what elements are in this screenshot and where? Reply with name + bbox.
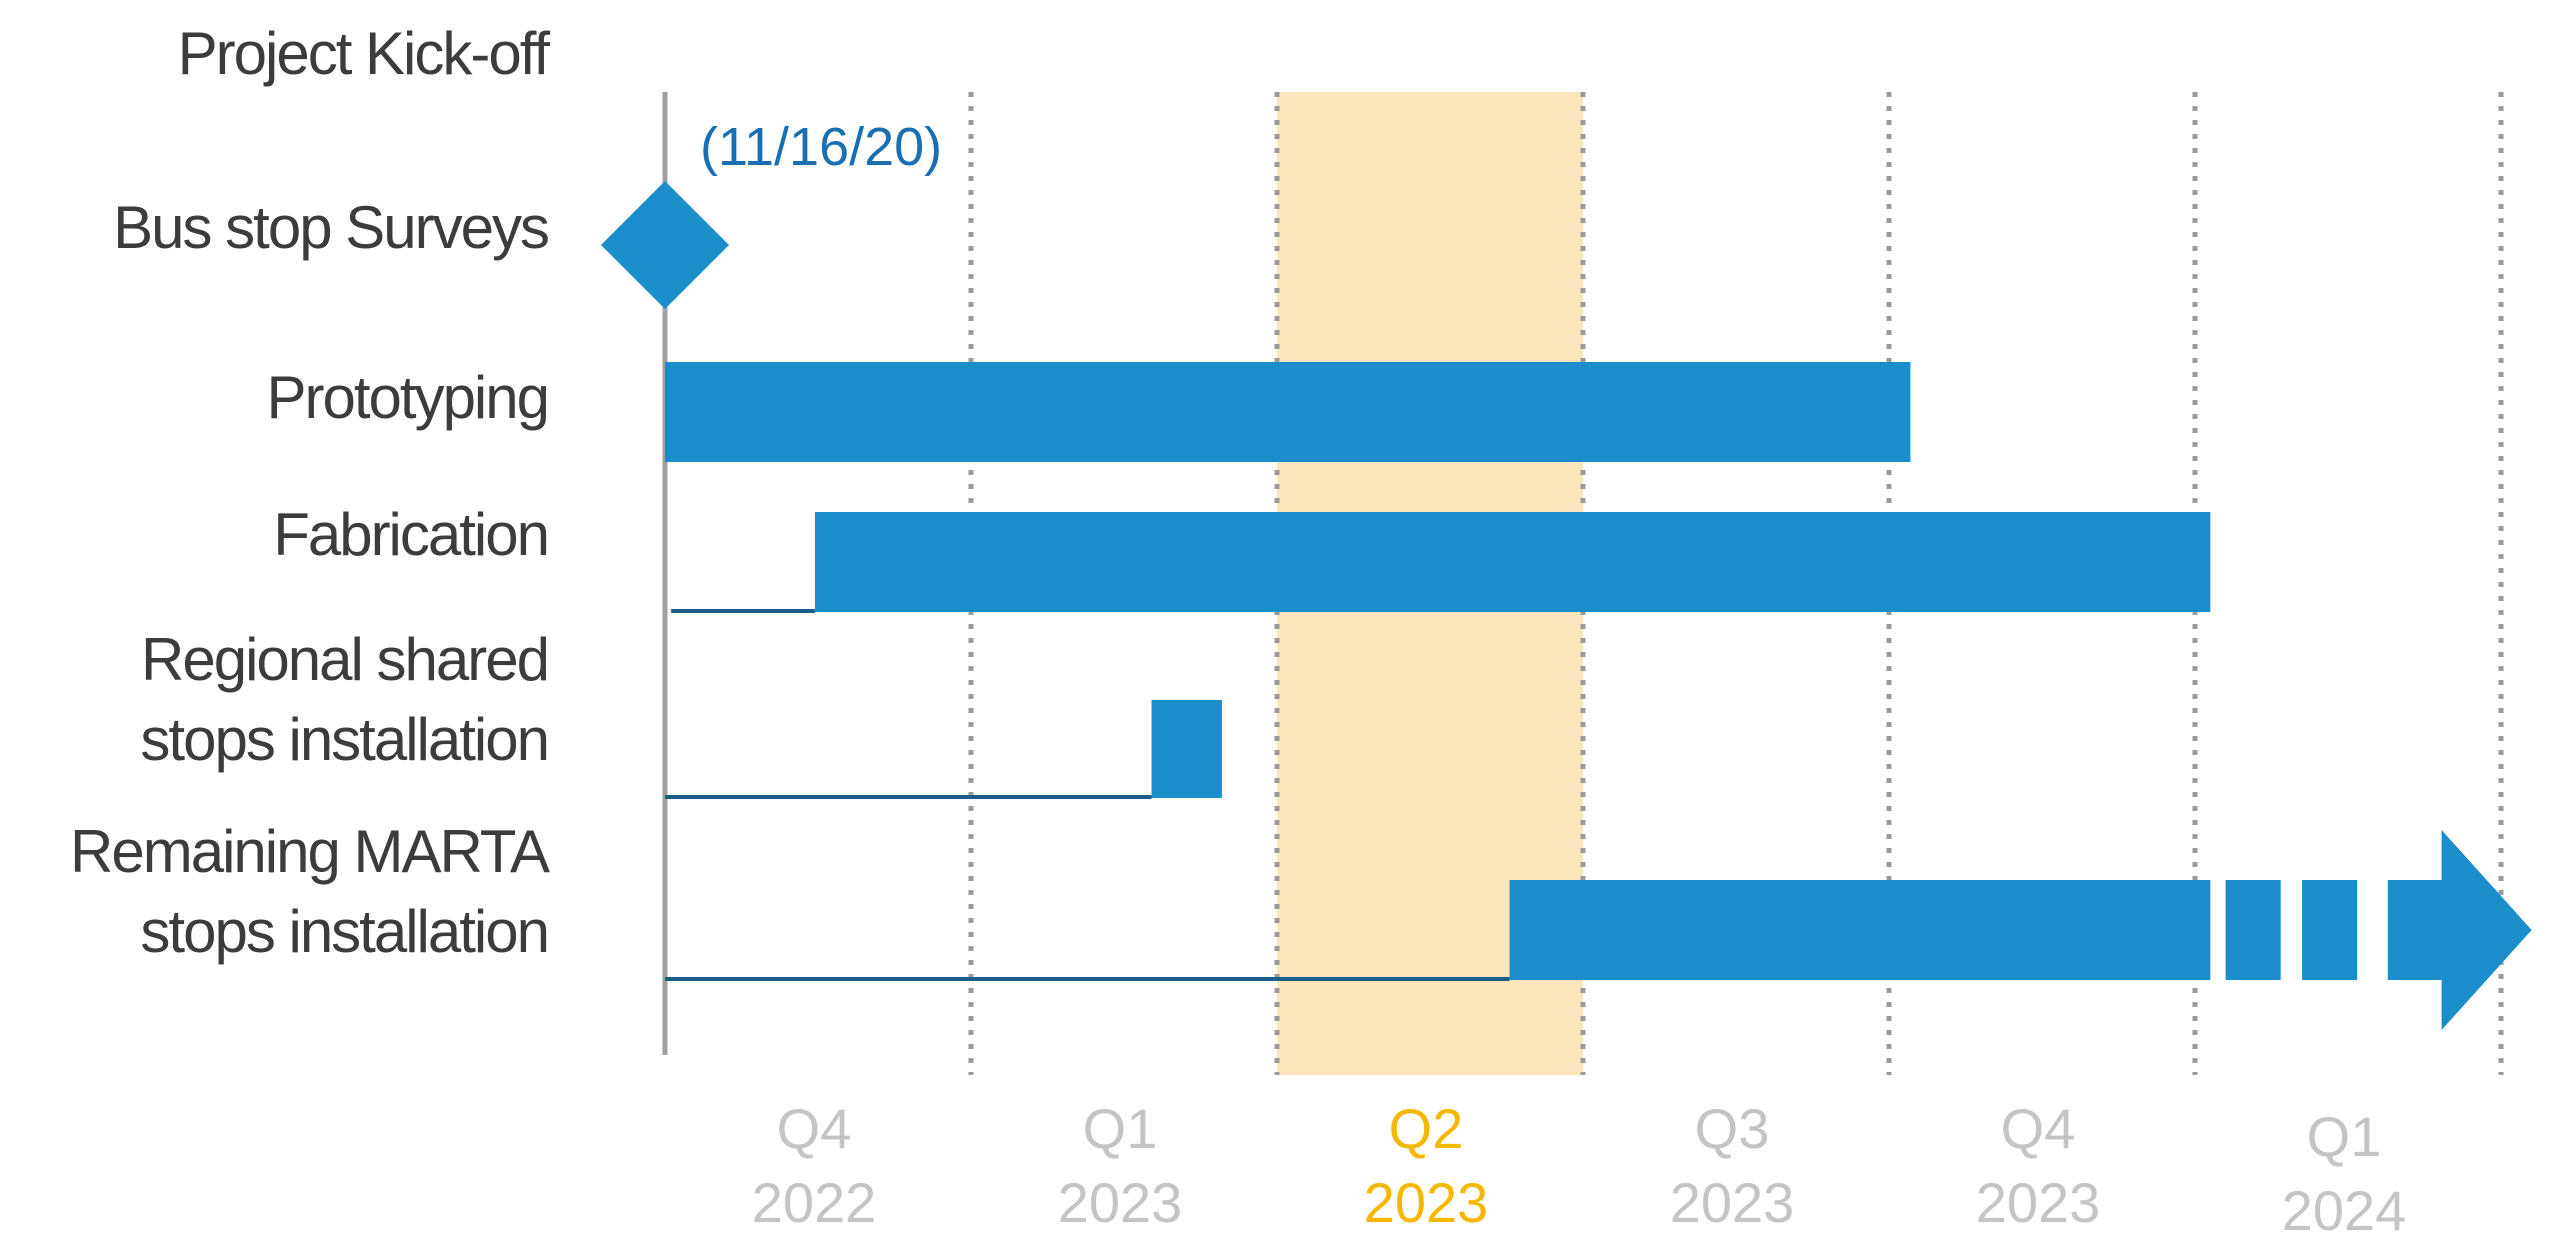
quarter-tick-label: Q1 [2307, 1105, 2382, 1168]
kickoff-date-annotation: (11/16/20) [700, 117, 942, 177]
continuation-arrow [2387, 830, 2532, 1030]
task-bar [665, 362, 1911, 462]
continuation-dash [2225, 880, 2281, 980]
task-label: Remaining MARTA [70, 818, 550, 885]
task-bar [814, 512, 2211, 612]
quarter-tick-label: Q4 [2001, 1097, 2076, 1160]
quarter-tick-label: Q2 [1389, 1097, 1464, 1160]
year-tick-label: 2023 [1670, 1171, 1795, 1234]
year-tick-label: 2023 [1976, 1171, 2101, 1234]
task-label: stops installation [140, 898, 548, 965]
task-bar [1151, 700, 1222, 798]
quarter-tick-label: Q4 [777, 1097, 852, 1160]
year-tick-label: 2022 [752, 1171, 877, 1234]
year-tick-label: 2023 [1364, 1171, 1489, 1234]
year-tick-label: 2024 [2282, 1179, 2407, 1236]
continuation-dash [2302, 880, 2358, 980]
milestone-diamond [601, 181, 729, 309]
task-label: stops installation [140, 706, 548, 773]
quarter-tick-label: Q1 [1083, 1097, 1158, 1160]
task-label: Regional shared [141, 626, 548, 693]
task-label: Project Kick-off [178, 20, 551, 87]
task-label: Fabrication [273, 501, 548, 568]
year-tick-label: 2023 [1058, 1171, 1183, 1234]
quarter-tick-label: Q3 [1695, 1097, 1770, 1160]
task-label: Prototyping [266, 364, 548, 431]
task-label: Bus stop Surveys [113, 194, 548, 261]
task-bar [1509, 880, 2211, 980]
